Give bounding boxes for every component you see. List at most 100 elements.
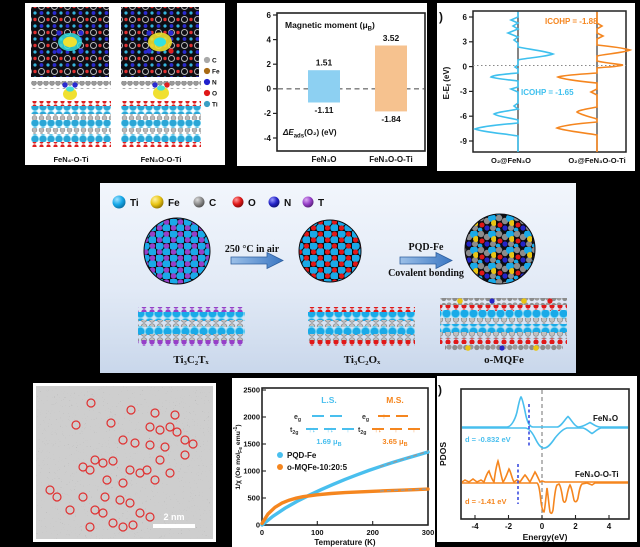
eg-label-ms: eg — [362, 414, 369, 423]
ytick: 6 — [463, 13, 468, 22]
xtick: 4 — [607, 522, 612, 531]
x-axis-label: Temperature (K) — [314, 538, 376, 547]
fit-line-pqd-fe — [379, 450, 429, 468]
structure-topview-fen4 — [31, 7, 109, 77]
bar2-top-value: 3.52 — [383, 33, 400, 43]
bar1-bottom-value: -1.11 — [315, 105, 334, 115]
xtick: 0 — [260, 528, 264, 537]
legend-n: N — [284, 198, 291, 209]
qd-omqfe — [464, 213, 536, 285]
stage-label-omqfe: o-MQFe — [484, 354, 524, 366]
xtick: 2 — [573, 522, 578, 531]
legend-label-fe: Fe — [212, 69, 220, 76]
ytick: 6 — [267, 11, 272, 20]
xtick: 0 — [540, 522, 545, 531]
dft-structures-graphic: C Fe N O Ti — [31, 7, 220, 164]
ytick: 2500 — [243, 386, 260, 395]
ytick: 1000 — [243, 467, 260, 476]
fit-line-omqfe — [379, 488, 429, 492]
xcat-fen3o: FeN₃O — [311, 155, 336, 164]
x-axis-ticks: -4 -2 0 2 4 — [471, 515, 612, 531]
ytick: -4 — [264, 134, 272, 143]
legend-label-ti: Ti — [212, 102, 218, 109]
cohp-plot: ) 6 3 0 -3 -6 -9 E-Ef (eV) ICOHP = -1.88… — [439, 10, 633, 165]
panel-pdos-chart: ) FeN₃O d = -0.832 eV FeN₃O-O-Ti d = -1.… — [437, 376, 637, 542]
qd-ti3c2ox — [298, 219, 362, 283]
ls-t2g-electrons-3: ↑ — [346, 425, 350, 434]
cohp-curve-fen3o — [472, 12, 556, 152]
arrow1-icon — [230, 251, 284, 270]
legend-ti: Ti — [130, 198, 139, 209]
arrow2-icon — [399, 251, 453, 270]
ytick: 2000 — [243, 413, 260, 422]
eads-axis-label: ΔEads(O₂) (eV) — [282, 128, 337, 140]
slab-omqfe — [440, 298, 567, 351]
t2g-label: t2g — [290, 427, 298, 436]
ms-t2g-electrons-1: ↑↓ — [374, 425, 382, 434]
pdos-fen3o-o-ti-down — [462, 482, 628, 515]
legend-label-c: C — [212, 58, 217, 65]
ytick: -6 — [460, 112, 468, 121]
pdos-fen3o-o-ti-up — [461, 458, 628, 484]
pdos-fen3o-down — [462, 427, 628, 449]
pdos-chart: ) FeN₃O d = -0.832 eV FeN₃O-O-Ti d = -1.… — [438, 383, 630, 542]
y-axis-label: E-Ef (eV) — [442, 66, 453, 99]
x-axis-ticks: 0 100 200 300 — [260, 521, 434, 537]
legend-label-n: N — [212, 80, 217, 87]
panel-tem-image: 2 nm — [33, 383, 216, 542]
ms-moment: 3.65 μB — [382, 437, 407, 448]
single-atom-markers — [45, 398, 198, 532]
legend-pqd-fe: PQD-Fe — [287, 451, 317, 460]
ms-eg-electron: ↑ — [382, 412, 386, 421]
y-axis-label: 1/χ (Oe molFe emu-1) — [233, 424, 244, 489]
arrow1-label: 250 °C in air — [225, 244, 280, 255]
panel-dft-structures: C Fe N O Ti — [25, 3, 225, 165]
pdos-label-fen3o: FeN₃O — [593, 414, 618, 423]
atom-legend: C Fe N O Ti — [203, 56, 220, 109]
dband-value-fen3o-o-ti: d = -1.41 eV — [465, 497, 506, 506]
arrow2-label-bottom: Covalent bonding — [388, 268, 464, 279]
ytick: 2 — [267, 60, 272, 69]
ms-t2g-electrons-2: ↑ — [394, 425, 398, 434]
xtick: -4 — [471, 522, 479, 531]
ytick: 4 — [267, 35, 272, 44]
panel-magnetic-moment-chart: 6 4 2 0 -2 -4 1.51 -1.11 3.52 -1.84 Magn… — [237, 3, 427, 166]
structure-sideview-fen3o — [121, 81, 201, 147]
ytick: 0 — [267, 85, 272, 94]
structure-sideview-fen4 — [31, 81, 111, 147]
legend-c: C — [209, 198, 216, 209]
y-axis-label: PDOS — [438, 442, 448, 466]
magnetic-moment-chart: 6 4 2 0 -2 -4 1.51 -1.11 3.52 -1.84 Magn… — [264, 11, 426, 164]
xcat-o2-fen3o-o-ti: O₂@FeN₃O-O-Ti — [568, 156, 625, 165]
ytick: -9 — [460, 137, 468, 146]
cohp-curve-fen3o-o-ti — [554, 12, 633, 152]
scale-bar — [153, 524, 195, 528]
structure-label-fen3o: FeN₃O-O-Ti — [141, 155, 182, 164]
ytick: -3 — [460, 87, 468, 96]
structure-topview-fen3o — [121, 7, 199, 77]
ytick: 1500 — [243, 440, 260, 449]
ytick: 3 — [463, 38, 468, 47]
synthesis-legend: Ti Fe C O N T — [112, 195, 324, 209]
ls-moment: 1.69 μB — [316, 437, 341, 448]
pdos-label-fen3o-o-ti: FeN₃O-O-Ti — [575, 470, 619, 479]
y-axis-ticks: 6 3 0 -3 -6 -9 — [460, 13, 473, 146]
stage-label-ti3c2ox: Ti₃C₂Oₓ — [344, 354, 381, 366]
xcat-fen3o-o-ti: FeN₃O-O-Ti — [369, 155, 413, 164]
xtick: 100 — [311, 528, 324, 537]
synthesis-scheme-graphic: Ti Fe C O N T 250 °C in air PQD-Fe Coval… — [112, 195, 567, 366]
t2g-label-ms: t2g — [358, 427, 366, 436]
panel-susceptibility-chart: 2500 2000 1500 1000 500 0 0 100 200 300 … — [232, 378, 435, 547]
structure-label-fen4: FeN₄-O-Ti — [53, 155, 88, 164]
chi-legend: PQD-Fe o-MQFe-10:20:5 — [277, 451, 348, 472]
panel-cohp-plot: ) 6 3 0 -3 -6 -9 E-Ef (eV) ICOHP = -1.88… — [437, 3, 635, 171]
arrow2-label-top: PQD-Fe — [409, 242, 445, 253]
legend-omqfe: o-MQFe-10:20:5 — [287, 463, 348, 472]
xtick: -2 — [505, 522, 513, 531]
icohp-value-orange: ICOHP = -1.88 — [545, 17, 598, 26]
slab-ti3c2tx — [138, 307, 245, 346]
susceptibility-chart: 2500 2000 1500 1000 500 0 0 100 200 300 … — [233, 386, 434, 547]
panel-letter-partial: ) — [439, 10, 443, 24]
ms-label: M.S. — [386, 395, 403, 405]
